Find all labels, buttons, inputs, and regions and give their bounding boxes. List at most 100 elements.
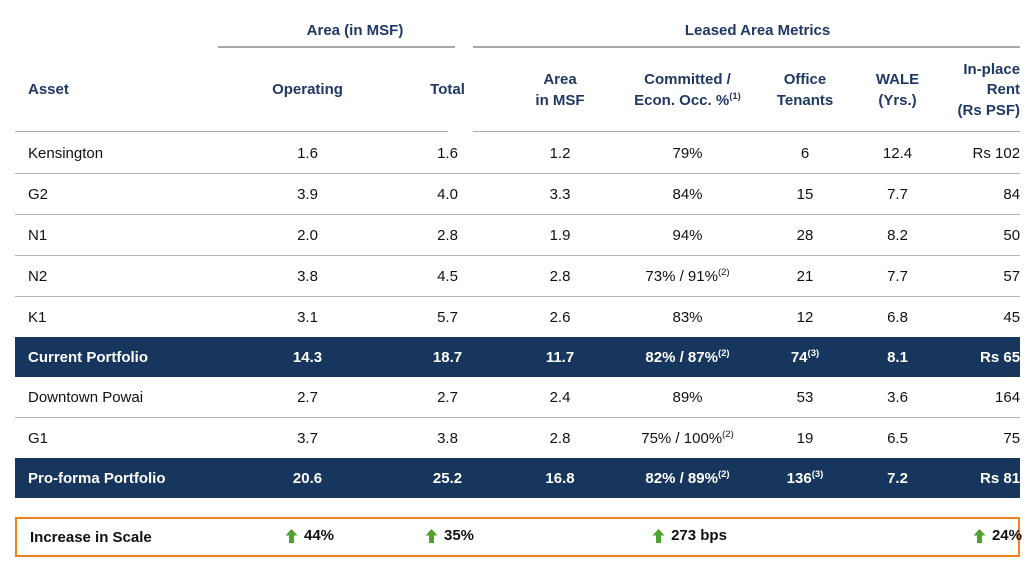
increase-row: Increase in Scale 44% 35% 273 bps 24% <box>17 519 1022 555</box>
cell-operating: 3.8 <box>215 256 400 297</box>
cell-asset: N1 <box>15 215 215 256</box>
increase-in-scale-table: Increase in Scale 44% 35% 273 bps 24% <box>17 519 1022 555</box>
cell-wale: 7.7 <box>860 174 935 215</box>
table-row: N1 2.0 2.8 1.9 94% 28 8.2 50 <box>15 215 1021 256</box>
cell-rent: 164 <box>935 377 1021 418</box>
cell-wale: 6.8 <box>887 308 908 326</box>
table-row-proforma-portfolio: Pro-forma Portfolio 20.6 25.2 16.8 82% /… <box>15 458 1021 498</box>
group-header-area: Area (in MSF) <box>306 22 404 39</box>
cell-rent: 50 <box>935 215 1021 256</box>
cell-operating: 20.6 <box>215 458 400 498</box>
cell-office: 19 <box>796 429 814 447</box>
cell-office: 21 <box>750 256 860 297</box>
cell-asset: G1 <box>28 429 49 447</box>
cell-asset: Current Portfolio <box>15 337 215 377</box>
cell-office: 74(3) <box>750 337 860 377</box>
table-row: Kensington 1.6 1.6 1.2 79% 6 12.4 Rs 102 <box>15 133 1021 174</box>
group-header-leased: Leased Area Metrics <box>684 22 831 39</box>
cell-committed: 75% / 100%(2) <box>641 428 734 447</box>
cell-committed: 83% <box>672 308 703 326</box>
cell-operating: 3.1 <box>297 308 318 326</box>
increase-wale-empty <box>862 519 937 555</box>
cell-operating: 2.7 <box>215 377 400 418</box>
cell-wale: 3.6 <box>860 377 935 418</box>
cell-asset: K1 <box>28 308 47 326</box>
cell-operating: 2.0 <box>215 215 400 256</box>
column-header-office-tenants: Office Tenants <box>776 71 834 109</box>
table-row: G2 3.9 4.0 3.3 84% 15 7.7 84 <box>15 174 1021 215</box>
increase-committed: 273 bps <box>627 519 752 555</box>
cell-office: 15 <box>750 174 860 215</box>
cell-committed: 82% / 89%(2) <box>625 458 750 498</box>
increase-total: 35% <box>402 519 497 555</box>
cell-office: 6 <box>750 133 860 174</box>
cell-total: 4.5 <box>400 256 495 297</box>
table-row-current-portfolio: Current Portfolio 14.3 18.7 11.7 82% / 8… <box>15 337 1021 377</box>
cell-asset: N2 <box>15 256 215 297</box>
header-divider-left <box>15 131 448 132</box>
cell-asset: Kensington <box>15 133 215 174</box>
cell-wale: 7.2 <box>860 458 935 498</box>
cell-rent: 45 <box>1003 308 1021 326</box>
cell-rent: 75 <box>1003 429 1021 447</box>
cell-office: 136(3) <box>750 458 860 498</box>
column-header-committed: Committed / Econ. Occ. %(1) <box>634 71 741 109</box>
cell-area: 3.3 <box>495 174 625 215</box>
footnote-marker: (1) <box>729 90 741 102</box>
group-header-row: Area (in MSF) Leased Area Metrics <box>15 20 1020 48</box>
cell-asset: G2 <box>15 174 215 215</box>
column-header-row: Asset Operating Total Area in MSF Commit… <box>15 48 1020 133</box>
cell-rent: Rs 65 <box>935 337 1021 377</box>
table-row: N2 3.8 4.5 2.8 73% / 91%(2) 21 7.7 57 <box>15 256 1021 297</box>
cell-committed: 89% <box>625 377 750 418</box>
cell-total: 2.8 <box>400 215 495 256</box>
cell-total: 3.8 <box>437 429 458 447</box>
cell-area: 1.9 <box>495 215 625 256</box>
cell-rent: 84 <box>935 174 1021 215</box>
cell-office: 12 <box>796 308 814 326</box>
cell-office: 28 <box>750 215 860 256</box>
cell-wale: 7.7 <box>860 256 935 297</box>
cell-rent: Rs 81 <box>935 458 1021 498</box>
increase-operating: 44% <box>217 519 402 555</box>
cell-area: 1.2 <box>495 133 625 174</box>
cell-area: 2.8 <box>549 429 571 447</box>
cell-asset: Pro-forma Portfolio <box>15 458 215 498</box>
column-header-asset: Asset <box>28 81 69 99</box>
cell-area: 2.4 <box>495 377 625 418</box>
header-divider-right <box>473 131 1020 132</box>
cell-operating: 3.7 <box>297 429 318 447</box>
cell-committed: 94% <box>625 215 750 256</box>
cell-wale: 6.5 <box>887 429 908 447</box>
increase-office-empty <box>752 519 862 555</box>
cell-committed: 73% / 91%(2) <box>625 256 750 297</box>
cell-area: 11.7 <box>495 337 625 377</box>
increase-rent: 24% <box>937 519 1022 555</box>
cell-area: 2.8 <box>495 256 625 297</box>
group-divider-leased <box>473 46 1020 48</box>
cell-total: 5.7 <box>437 308 458 326</box>
cell-wale: 12.4 <box>860 133 935 174</box>
increase-in-scale-box: Increase in Scale 44% 35% 273 bps 24% <box>15 517 1022 557</box>
table-row: Downtown Powai 2.7 2.7 2.4 89% 53 3.6 16… <box>15 377 1021 418</box>
arrow-up-icon <box>973 528 986 543</box>
column-header-inplace-rent: In-place Rent (Rs PSF) <box>957 61 1021 119</box>
arrow-up-icon <box>652 528 665 543</box>
cell-committed: 82% / 87%(2) <box>625 337 750 377</box>
column-header-wale: WALE (Yrs.) <box>875 71 920 109</box>
column-header-total: Total <box>430 81 465 99</box>
cell-rent: 57 <box>935 256 1021 297</box>
column-header-area-msf: Area in MSF <box>535 71 585 109</box>
table-row: G1 3.7 3.8 2.8 75% / 100%(2) 19 6.5 75 <box>15 418 1020 458</box>
cell-asset: Downtown Powai <box>15 377 215 418</box>
column-header-operating: Operating <box>272 81 343 99</box>
cell-rent: Rs 102 <box>935 133 1021 174</box>
cell-committed: 84% <box>625 174 750 215</box>
cell-area: 2.6 <box>549 308 571 326</box>
cell-operating: 3.9 <box>215 174 400 215</box>
cell-wale: 8.2 <box>860 215 935 256</box>
cell-committed: 79% <box>625 133 750 174</box>
cell-total: 4.0 <box>400 174 495 215</box>
cell-total: 25.2 <box>400 458 495 498</box>
